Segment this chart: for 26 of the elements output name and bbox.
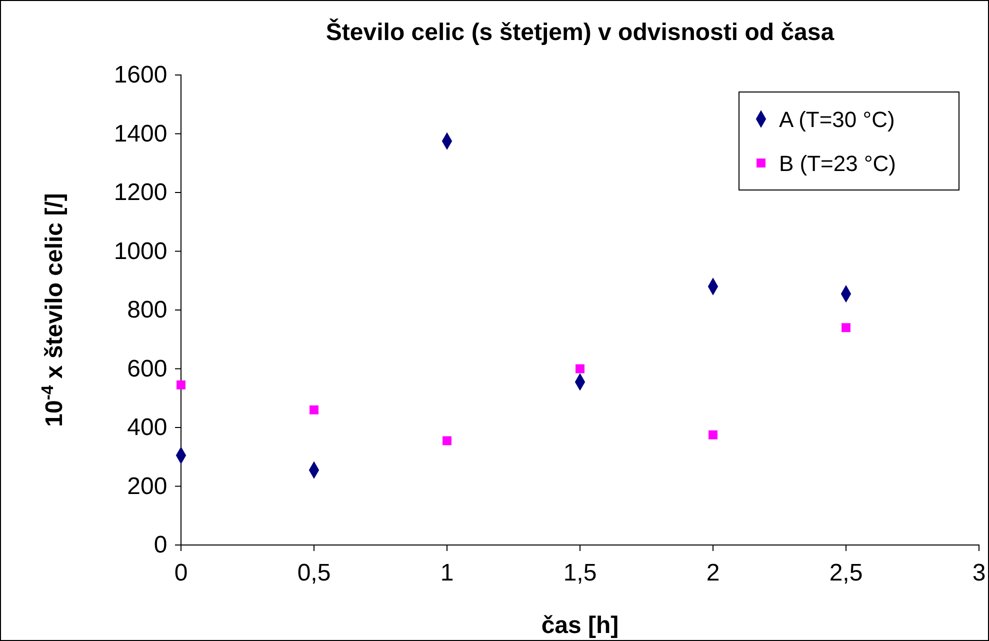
y-tick-label: 1000 (114, 238, 168, 265)
point (310, 405, 318, 414)
chart-title: Število celic (s štetjem) v odvisnosti od časa (326, 18, 835, 46)
point (842, 323, 850, 332)
x-tick-label: 0,5 (297, 559, 331, 586)
y-tick-label: 1400 (114, 120, 168, 148)
x-tick-label: 1,5 (563, 559, 597, 586)
legend-label: B (T=23 °C) (779, 151, 896, 176)
point (442, 436, 452, 446)
y-tick-label: 1200 (114, 179, 168, 206)
y-tick-label: 400 (127, 414, 168, 442)
y-tick-label: 200 (127, 472, 168, 500)
y-tick-label: 1600 (114, 62, 168, 89)
x-tick-label: 2,5 (829, 559, 863, 586)
x-tick-label: 3 (972, 559, 986, 586)
y-tick-label: 800 (127, 296, 168, 324)
y-tick-label: 0 (154, 532, 168, 559)
point (176, 380, 186, 390)
x-tick-label: 1 (440, 559, 454, 586)
point (708, 430, 718, 440)
x-tick-label: 0 (174, 559, 188, 586)
legend-label: A (T=30 °C) (779, 107, 895, 132)
y-tick-label: 600 (127, 355, 168, 382)
x-tick-label: 2 (706, 559, 720, 586)
point (576, 364, 584, 374)
x-axis-title: čas [h] (541, 612, 619, 639)
